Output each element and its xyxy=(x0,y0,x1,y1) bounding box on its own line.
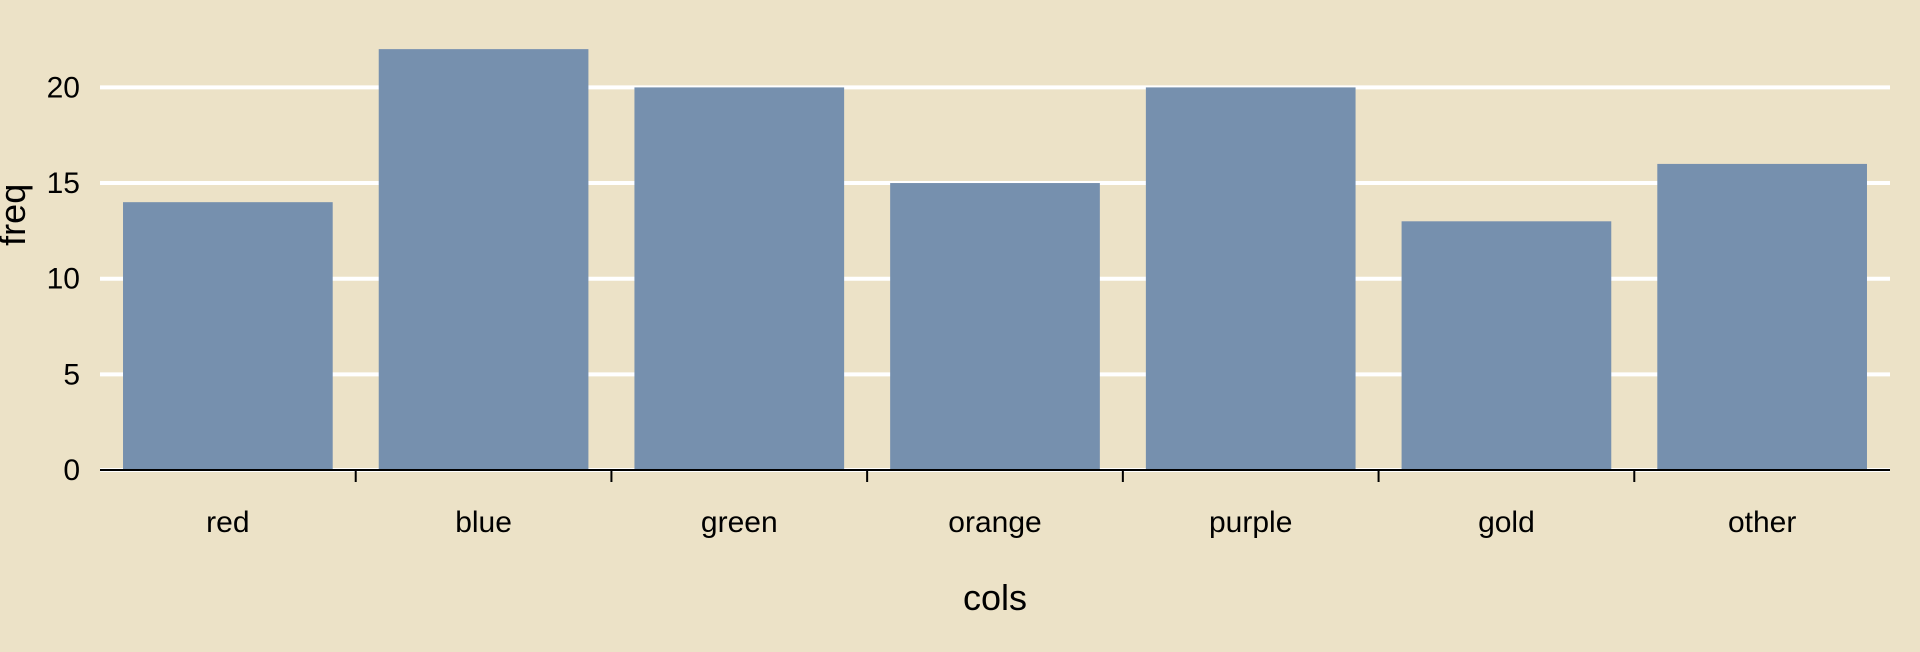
x-axis-title: cols xyxy=(963,577,1027,618)
x-tick-label: gold xyxy=(1478,506,1535,539)
bar-red xyxy=(123,202,333,470)
y-tick-label: 5 xyxy=(63,358,80,391)
bar-chart: red blue green orange purple gold other cols 0 5 1… xyxy=(0,0,1920,652)
y-tick-label: 10 xyxy=(47,263,80,296)
x-tick-label: blue xyxy=(455,506,512,539)
y-tick-label: 20 xyxy=(47,71,80,104)
y-tick-label: 0 xyxy=(63,454,80,487)
x-tick-label: other xyxy=(1728,506,1796,539)
x-tick-label: orange xyxy=(948,506,1041,539)
bar-purple xyxy=(1146,87,1356,470)
x-tick-label: red xyxy=(206,506,249,539)
bar-other xyxy=(1657,164,1867,470)
bar-green xyxy=(634,87,844,470)
y-tick-label: 15 xyxy=(47,167,80,200)
x-tick-label: green xyxy=(701,506,778,539)
bar-blue xyxy=(379,49,589,470)
y-axis-title: freq xyxy=(0,184,33,246)
bar-orange xyxy=(890,183,1100,470)
chart-container: red blue green orange purple gold other cols 0 5 1… xyxy=(0,0,1920,652)
bar-gold xyxy=(1402,221,1612,470)
x-tick-label: purple xyxy=(1209,506,1292,539)
